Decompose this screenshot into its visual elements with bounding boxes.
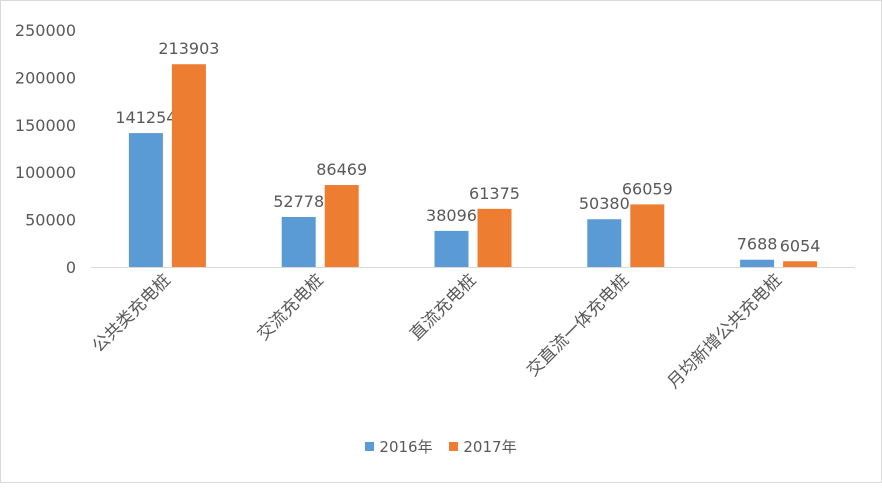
data-label: 52778 xyxy=(273,192,324,211)
x-category-label: 公共类充电桩 xyxy=(89,270,175,356)
data-label: 66059 xyxy=(622,179,673,198)
data-label: 38096 xyxy=(426,206,477,225)
bar-2016 xyxy=(128,133,163,267)
bar-2017 xyxy=(630,204,665,267)
x-category-label: 交流充电桩 xyxy=(253,270,327,344)
y-tick-label: 100000 xyxy=(15,163,76,182)
data-label: 61375 xyxy=(469,184,520,203)
y-tick-label: 0 xyxy=(66,258,76,277)
bar-2017 xyxy=(783,261,818,267)
data-label: 141254 xyxy=(115,108,176,127)
bar-2016 xyxy=(281,216,316,267)
data-label: 6054 xyxy=(780,236,821,255)
legend-label-2017: 2017年 xyxy=(463,438,517,456)
y-tick-label: 50000 xyxy=(25,211,76,230)
legend: 2016年 2017年 xyxy=(0,436,882,457)
bar-2016 xyxy=(587,219,622,267)
bar-2017 xyxy=(477,208,512,267)
bar-2017 xyxy=(324,185,359,267)
legend-item-2017: 2017年 xyxy=(449,436,517,457)
data-label: 50380 xyxy=(579,194,630,213)
x-category-label: 直流充电桩 xyxy=(406,270,480,344)
legend-swatch-2016 xyxy=(365,442,375,451)
bar-2017 xyxy=(171,64,206,267)
x-category-label: 月均新增公共充电桩 xyxy=(664,270,786,392)
data-label: 213903 xyxy=(158,39,219,58)
y-tick-label: 200000 xyxy=(15,68,76,87)
legend-item-2016: 2016年 xyxy=(365,436,433,457)
legend-label-2016: 2016年 xyxy=(379,438,433,456)
x-category-label: 交直流一体充电桩 xyxy=(523,270,633,380)
bar-2016 xyxy=(740,259,775,267)
y-tick-label: 250000 xyxy=(15,21,76,40)
legend-swatch-2017 xyxy=(449,442,459,451)
y-tick-label: 150000 xyxy=(15,116,76,135)
data-label: 86469 xyxy=(316,160,367,179)
bar-2016 xyxy=(434,230,469,267)
data-label: 7688 xyxy=(737,235,778,254)
